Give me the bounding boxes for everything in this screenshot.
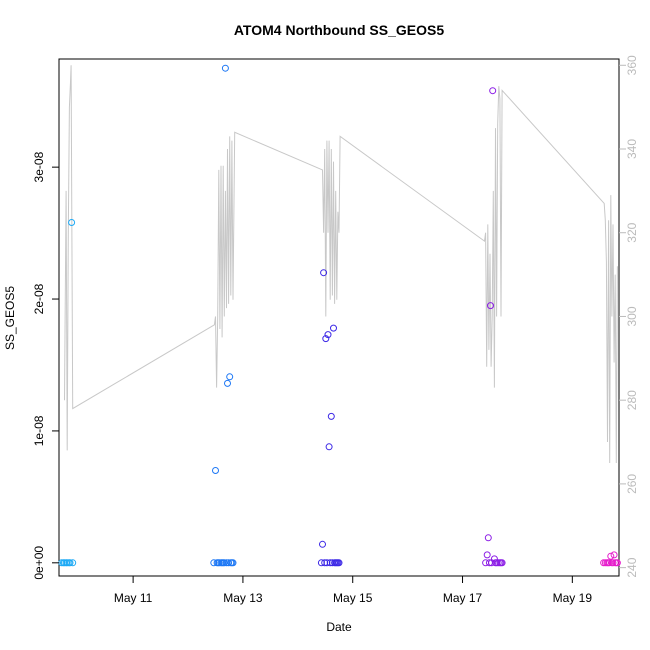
y2-tick-label: 280 xyxy=(625,390,639,410)
data-point xyxy=(322,335,330,343)
points-layer xyxy=(58,64,621,567)
y2-tick-label: 300 xyxy=(625,306,639,326)
data-point xyxy=(226,373,234,381)
y2-tick-label: 340 xyxy=(625,139,639,159)
x-tick-label: May 13 xyxy=(223,591,263,605)
data-point xyxy=(225,559,233,567)
y-tick-label: 2e-08 xyxy=(32,283,46,314)
y-tick-label: 3e-08 xyxy=(32,151,46,182)
data-point xyxy=(489,87,497,95)
y-tick-label: 1e-08 xyxy=(32,415,46,446)
x-tick-label: May 19 xyxy=(553,591,593,605)
data-point xyxy=(330,324,337,332)
x-axis-title: Date xyxy=(326,620,352,634)
x-tick-label: May 15 xyxy=(333,591,373,605)
plot-frame xyxy=(58,58,620,577)
data-point xyxy=(327,412,335,420)
x-axis: May 11 May 13 May 15 May 17 May 19 xyxy=(114,576,592,605)
data-point xyxy=(212,467,219,474)
data-point xyxy=(221,64,229,72)
data-point xyxy=(224,379,231,387)
secondary-series-line xyxy=(64,65,618,464)
y2-tick-label: 360 xyxy=(625,55,639,75)
secondary-line-layer xyxy=(64,65,618,464)
data-point xyxy=(610,551,618,559)
data-point xyxy=(607,552,615,560)
data-point xyxy=(613,559,621,567)
data-point xyxy=(69,559,77,567)
x-tick-label: May 11 xyxy=(114,591,153,605)
y2-tick-label: 240 xyxy=(625,557,639,577)
data-point xyxy=(487,302,494,310)
data-point xyxy=(490,555,498,563)
data-point xyxy=(484,534,492,542)
data-point xyxy=(609,559,617,567)
y-tick-label: 0e+00 xyxy=(32,546,46,580)
y2-tick-label: 320 xyxy=(625,222,639,242)
chart-title: ATOM4 Northbound SS_GEOS5 xyxy=(234,22,444,38)
data-point xyxy=(229,559,237,567)
data-point xyxy=(68,219,76,226)
y2-tick-label: 260 xyxy=(625,474,639,494)
data-point xyxy=(324,331,332,339)
y-axis: 0e+00 1e-08 2e-08 3e-08 xyxy=(32,151,59,580)
y-axis-title: SS_GEOS5 xyxy=(3,286,17,350)
data-point xyxy=(66,559,74,567)
data-point xyxy=(483,551,491,559)
x-tick-label: May 17 xyxy=(443,591,483,605)
data-point xyxy=(498,559,506,567)
data-point xyxy=(335,559,343,567)
data-point xyxy=(319,540,326,548)
data-point xyxy=(325,443,333,451)
data-point xyxy=(320,269,328,277)
right-y-axis: 240 260 280 300 320 340 360 xyxy=(619,55,639,578)
